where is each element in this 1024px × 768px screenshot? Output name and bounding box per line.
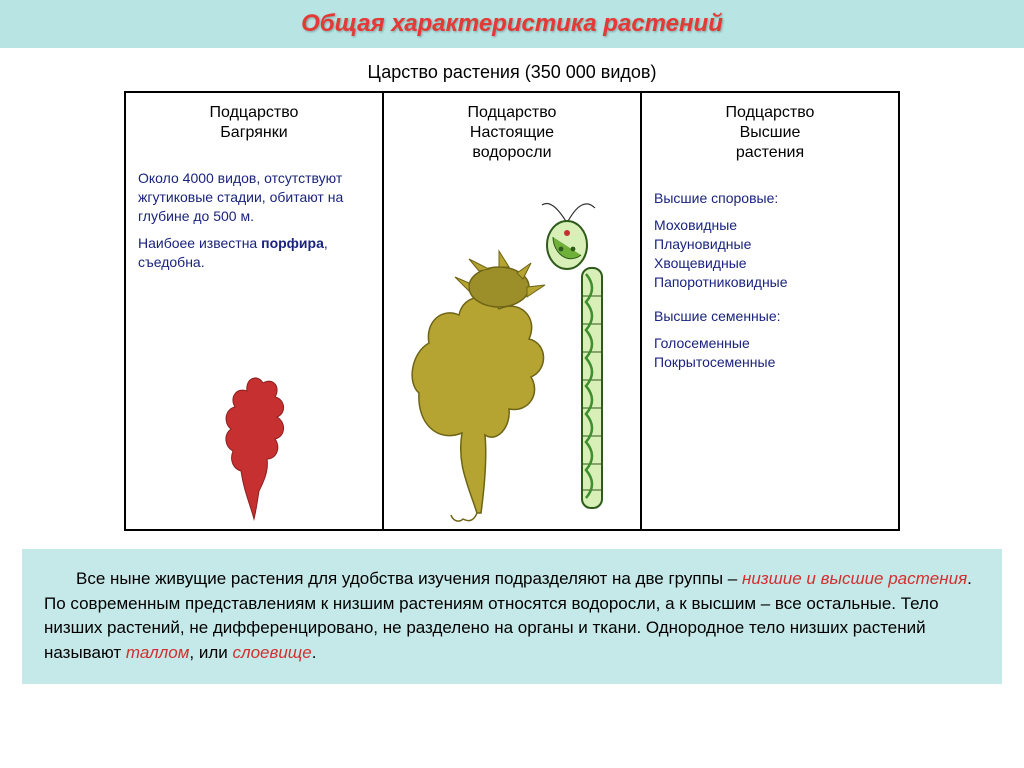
col3-item: Плауновидные xyxy=(654,235,886,254)
col1-title: Подцарство Багрянки xyxy=(138,103,370,143)
col1-p1: Около 4000 видов, отсутствуют жгутиковые… xyxy=(138,169,370,226)
red-alga-icon xyxy=(126,351,382,521)
bottom-text-box: Все ныне живущие растения для удобства и… xyxy=(22,549,1002,684)
col3-item: Покрытосеменные xyxy=(654,353,886,372)
col3-h2: Высшие семенные: xyxy=(654,307,886,326)
bottom-paragraph: Все ныне живущие растения для удобства и… xyxy=(44,567,980,666)
col3-item: Папоротниковидные xyxy=(654,273,886,292)
column-bagryanki: Подцарство Багрянки Около 4000 видов, от… xyxy=(124,91,384,531)
page-title-bar: Общая характеристика растений xyxy=(0,0,1024,48)
col1-p2: Наибоее известна порфира, съедобна. xyxy=(138,234,370,272)
kingdom-title: Царство растения (350 000 видов) xyxy=(22,52,1002,91)
col3-item: Хвощевидные xyxy=(654,254,886,273)
col2-title: Подцарство Настоящие водоросли xyxy=(396,103,628,163)
algae-icon xyxy=(384,183,640,523)
column-nastoyashchie: Подцарство Настоящие водоросли xyxy=(382,91,642,531)
page-title: Общая характеристика растений xyxy=(301,10,723,38)
col3-h1: Высшие споровые: xyxy=(654,189,886,208)
columns-row: Подцарство Багрянки Около 4000 видов, от… xyxy=(22,91,1002,531)
diagram-area: Царство растения (350 000 видов) Подцарс… xyxy=(22,52,1002,531)
col3-item: Голосеменные xyxy=(654,334,886,353)
col3-item: Моховидные xyxy=(654,216,886,235)
column-vysshie: Подцарство Высшие растения Высшие споров… xyxy=(640,91,900,531)
col3-title: Подцарство Высшие растения xyxy=(654,103,886,163)
